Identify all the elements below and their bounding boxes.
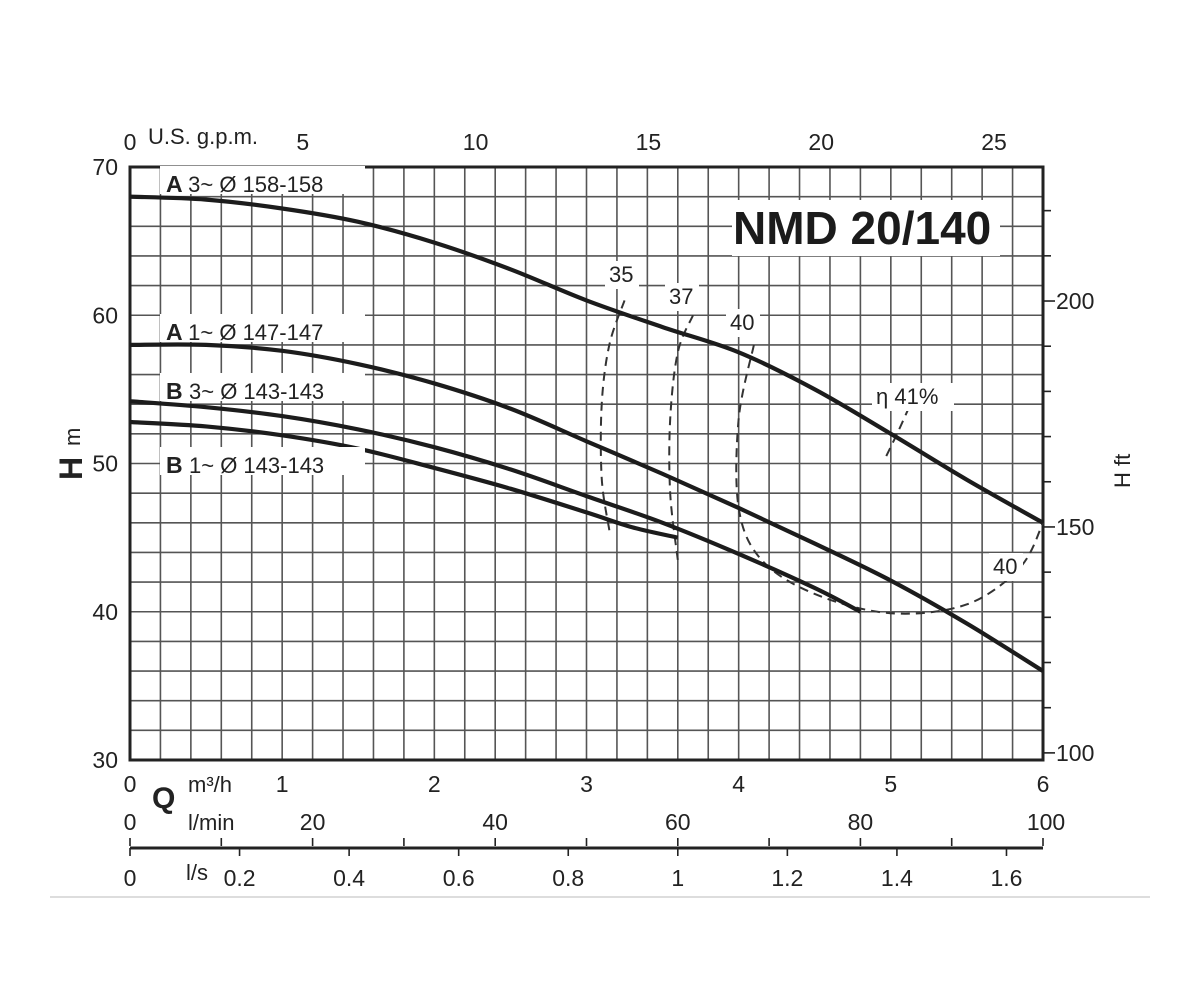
x-tick-label-usgpm: 25 — [981, 129, 1007, 155]
efficiency-curve-37 — [668, 314, 694, 560]
y-tick-label-left: 70 — [92, 154, 118, 180]
x-axis-label-m3h: m³/h — [188, 772, 232, 797]
efficiency-label-40: 40 — [730, 310, 754, 335]
series-label-code: A — [166, 319, 188, 345]
y-tick-label-right: 100 — [1056, 740, 1094, 766]
x-tick-label-ls: 0.2 — [224, 865, 256, 891]
eff-label-bg — [726, 309, 760, 337]
series-label-desc: 3~ Ø 143-143 — [189, 379, 324, 404]
eff-label-bg — [665, 283, 699, 311]
x-tick-label-usgpm: 0 — [124, 129, 137, 155]
x-tick-label-m3h: 0 — [124, 771, 137, 797]
y-axis-title-left: H — [53, 457, 89, 480]
efficiency-curve-35 — [599, 300, 626, 531]
x-tick-label-m3h: 3 — [580, 771, 593, 797]
chart-title: NMD 20/140 — [733, 202, 991, 254]
y-tick-label-right: 200 — [1056, 288, 1094, 314]
x-axis-label-ls: l/s — [186, 860, 208, 885]
series-label-desc: 1~ Ø 147-147 — [188, 320, 323, 345]
x-tick-label-m3h: 2 — [428, 771, 441, 797]
title-box — [732, 200, 1000, 256]
eff-label-bg — [872, 383, 954, 411]
x-tick-label-ls: 1.2 — [771, 865, 803, 891]
x-tick-label-lmin: 60 — [665, 809, 691, 835]
series-label-bg — [160, 373, 365, 401]
x-tick-label-ls: 0 — [124, 865, 137, 891]
head-curve-2 — [129, 399, 862, 614]
series-label-code: B — [166, 378, 189, 404]
x-axis-label-lmin: l/min — [188, 810, 234, 835]
series-label-2: B 3~ Ø 143-143 — [166, 378, 324, 404]
x-tick-label-ls: 1.4 — [881, 865, 913, 891]
head-curve-0 — [129, 194, 1045, 525]
x-axis-q-label: Q — [152, 782, 175, 815]
eff-label-bg — [989, 553, 1023, 581]
x-tick-label-usgpm: 15 — [636, 129, 662, 155]
x-tick-label-ls: 1.6 — [990, 865, 1022, 891]
x-tick-label-lmin: 20 — [300, 809, 326, 835]
x-tick-label-lmin: 80 — [848, 809, 874, 835]
efficiency-curve-41 — [885, 406, 911, 457]
x-tick-label-lmin: 0 — [124, 809, 137, 835]
y-tick-label-left: 50 — [92, 451, 118, 477]
y-tick-label-right: 150 — [1056, 514, 1094, 540]
efficiency-label-37: 37 — [669, 284, 693, 309]
series-label-1: A 1~ Ø 147-147 — [166, 319, 323, 345]
efficiency-curve-40 — [735, 344, 1044, 615]
series-label-bg — [160, 314, 365, 342]
x-tick-label-ls: 0.8 — [552, 865, 584, 891]
series-label-code: A — [166, 171, 188, 197]
x-tick-label-m3h: 5 — [884, 771, 897, 797]
x-tick-label-lmin: 40 — [482, 809, 508, 835]
y-tick-label-left: 60 — [92, 302, 118, 328]
head-curve-3 — [129, 419, 679, 540]
y-tick-label-left: 30 — [92, 747, 118, 773]
efficiency-label-40-right: 40 — [993, 554, 1017, 579]
efficiency-label-35: 35 — [609, 262, 633, 287]
x-tick-label-m3h: 6 — [1037, 771, 1050, 797]
y-axis-title-right: H ft — [1110, 454, 1135, 488]
x-tick-label-usgpm: 20 — [808, 129, 834, 155]
efficiency-label-41: η 41% — [876, 384, 938, 409]
series-label-bg — [160, 166, 365, 194]
x-tick-label-usgpm: 10 — [463, 129, 489, 155]
x-tick-label-m3h: 1 — [276, 771, 289, 797]
series-label-0: A 3~ Ø 158-158 — [166, 171, 323, 197]
x-tick-label-ls: 0.6 — [443, 865, 475, 891]
y-tick-label-left: 40 — [92, 599, 118, 625]
series-label-code: B — [166, 452, 189, 478]
x-tick-label-ls: 1 — [671, 865, 684, 891]
x-tick-label-ls: 0.4 — [333, 865, 365, 891]
y-axis-unit-left: m — [60, 428, 85, 446]
head-curve-1 — [129, 342, 1045, 673]
x-tick-label-lmin: 100 — [1027, 809, 1065, 835]
plot-border — [128, 165, 1045, 762]
x-tick-label-usgpm: 5 — [296, 129, 309, 155]
series-label-3: B 1~ Ø 143-143 — [166, 452, 324, 478]
series-label-bg — [160, 447, 365, 475]
chart-curves — [129, 194, 1045, 673]
series-label-desc: 3~ Ø 158-158 — [188, 172, 323, 197]
series-label-desc: 1~ Ø 143-143 — [189, 453, 324, 478]
eff-label-bg — [605, 261, 639, 289]
x-tick-label-m3h: 4 — [732, 771, 745, 797]
x-axis-label-usgpm: U.S. g.p.m. — [148, 124, 258, 149]
